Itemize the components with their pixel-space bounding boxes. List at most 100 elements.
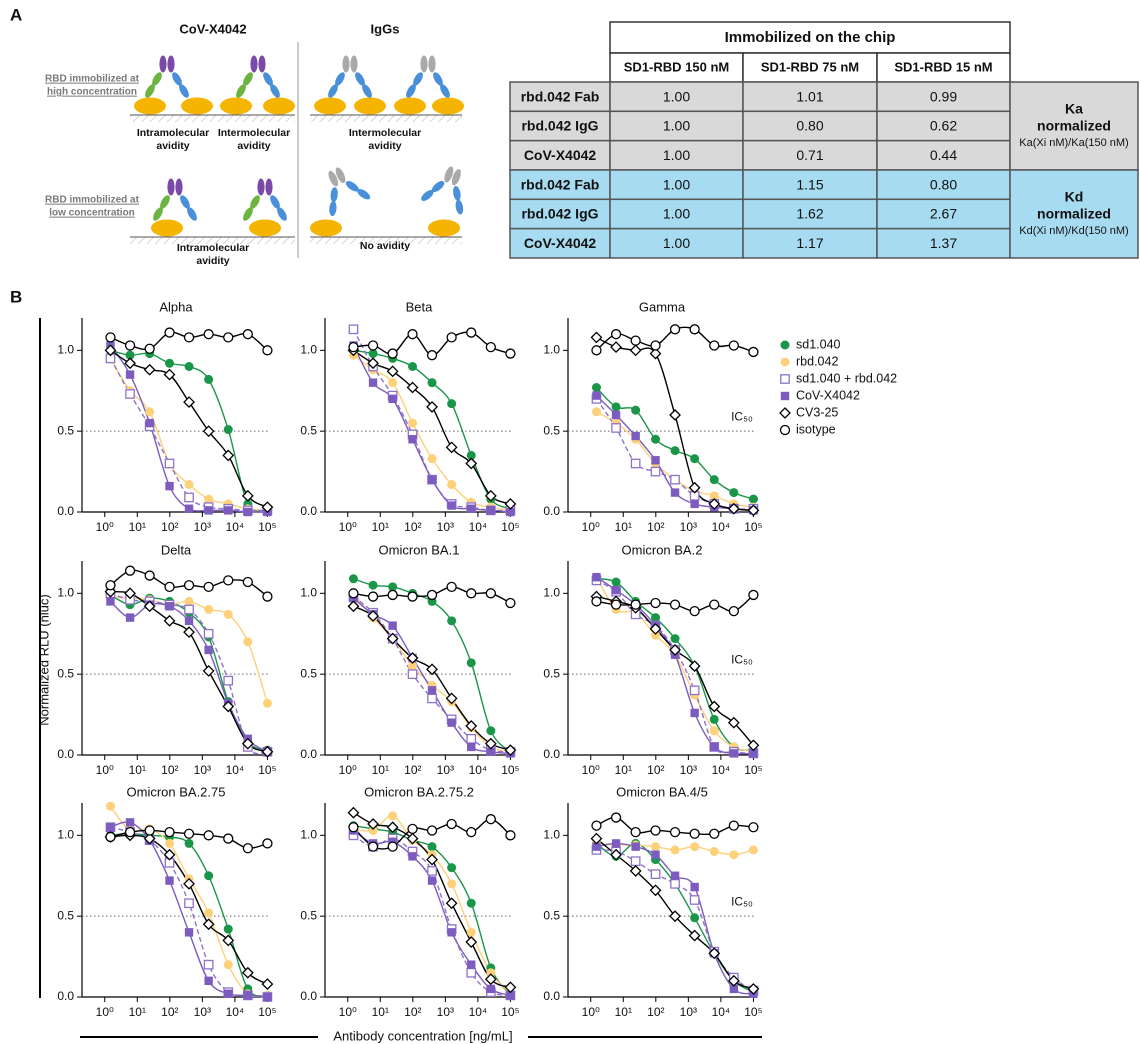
marker [165, 459, 173, 467]
marker [671, 828, 680, 837]
y-tick-label: 0.0 [57, 989, 74, 1003]
marker [106, 581, 115, 590]
marker [185, 480, 194, 489]
marker [165, 616, 175, 626]
marker [486, 343, 495, 352]
table-header: Immobilized on the chip [725, 29, 896, 46]
marker [224, 333, 233, 342]
marker [631, 345, 641, 355]
x-tick-label: 10⁴ [712, 520, 731, 534]
chart: Omicron BA.2.750.00.51.010⁰10¹10²10³10⁴1… [57, 784, 276, 1019]
x-tick-label: 10¹ [372, 520, 389, 534]
marker [428, 590, 437, 599]
surface [130, 115, 295, 122]
row-label: rbd.042 IgG [521, 206, 598, 222]
table-value: 1.01 [796, 88, 823, 104]
marker [185, 928, 193, 936]
x-tick-label: 10⁵ [258, 520, 276, 534]
marker [651, 826, 660, 835]
x-tick-label: 10⁴ [469, 763, 488, 777]
marker [428, 475, 436, 483]
marker [651, 341, 660, 350]
marker [408, 419, 417, 428]
x-tick-label: 10¹ [615, 1005, 632, 1019]
marker [145, 571, 154, 580]
legend-label: isotype [796, 422, 836, 436]
marker [224, 925, 233, 934]
marker [349, 589, 358, 598]
marker [185, 899, 193, 907]
marker [204, 506, 212, 514]
marker [388, 590, 397, 599]
marker [224, 506, 232, 514]
marker [506, 349, 515, 358]
marker [591, 332, 601, 342]
group-label: Kd [1065, 189, 1084, 205]
column-header: SD1-RBD 15 nM [894, 59, 992, 74]
marker [671, 488, 679, 496]
x-tick-label: 10² [404, 520, 421, 534]
marker [369, 842, 378, 851]
marker [349, 343, 358, 352]
group-label: normalized [1037, 118, 1111, 134]
marker [729, 850, 738, 859]
marker [592, 383, 601, 392]
marker [185, 829, 194, 838]
legend-label: sd1.040 [796, 337, 841, 351]
y-tick-label: 0.5 [300, 666, 317, 680]
marker [224, 990, 232, 998]
marker [690, 454, 699, 463]
x-tick-label: 10² [647, 763, 664, 777]
marker [349, 823, 358, 832]
marker [467, 743, 475, 751]
marker [447, 928, 455, 936]
x-tick-label: 10⁰ [339, 763, 357, 777]
condition-label: high concentration [47, 87, 137, 98]
marker [631, 600, 640, 609]
marker [427, 402, 437, 412]
x-tick-label: 10⁴ [226, 763, 245, 777]
marker [349, 325, 357, 333]
marker [690, 607, 699, 616]
marker [612, 411, 620, 419]
marker [651, 851, 659, 859]
table-value: 1.37 [930, 235, 957, 251]
y-tick-label: 0.0 [300, 504, 317, 518]
fit-line [353, 350, 510, 508]
marker [428, 454, 437, 463]
marker [145, 826, 154, 835]
marker [612, 424, 620, 432]
marker [165, 602, 173, 610]
marker [185, 605, 193, 613]
marker [487, 506, 495, 514]
marker [224, 960, 233, 969]
marker [204, 582, 213, 591]
x-tick-label: 10³ [437, 1005, 454, 1019]
x-tick-label: 10⁰ [582, 520, 600, 534]
marker [126, 370, 134, 378]
marker [447, 863, 456, 872]
marker [447, 333, 456, 342]
table-value: 1.00 [663, 206, 690, 222]
marker [408, 435, 416, 443]
x-tick-label: 10⁵ [501, 763, 519, 777]
marker [224, 834, 233, 843]
marker [145, 407, 154, 416]
marker [262, 979, 272, 989]
table-value: 1.00 [663, 147, 690, 163]
condition-label: low concentration [49, 208, 135, 219]
marker [408, 670, 416, 678]
x-tick-label: 10⁰ [339, 1005, 357, 1019]
marker [487, 985, 495, 993]
marker [204, 630, 212, 638]
antibodies [143, 56, 478, 223]
marker [612, 330, 621, 339]
x-tick-label: 10¹ [129, 520, 146, 534]
marker [651, 456, 659, 464]
marker [710, 829, 719, 838]
annotation: IC₅₀ [731, 894, 753, 908]
chart-title: Omicron BA.1 [379, 542, 460, 557]
marker [243, 330, 252, 339]
y-tick-label: 1.0 [300, 343, 317, 357]
